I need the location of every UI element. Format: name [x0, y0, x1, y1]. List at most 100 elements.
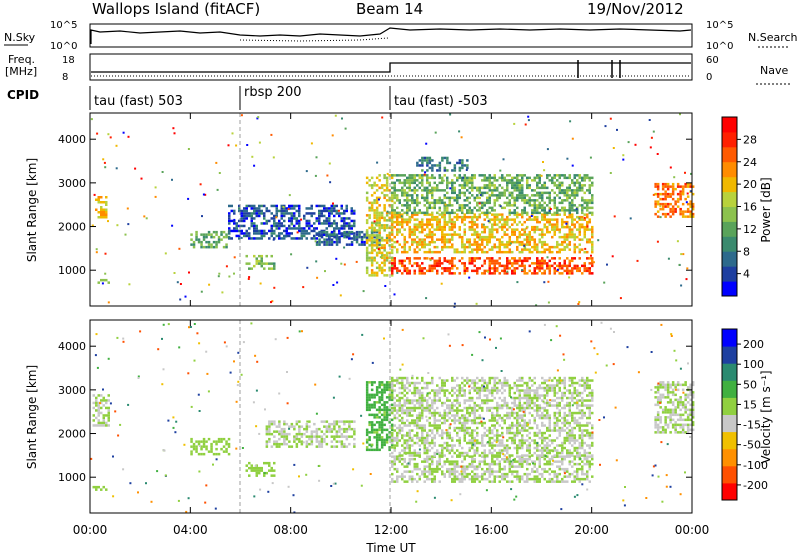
heatmap-cell	[483, 245, 486, 249]
heatmap-cell	[493, 475, 496, 478]
heatmap-cell	[679, 210, 682, 213]
heatmap-cell	[300, 229, 303, 233]
heatmap-cell	[578, 174, 581, 177]
heatmap-cell	[458, 426, 461, 430]
heatmap-cell	[380, 261, 384, 265]
heatmap-cell	[275, 425, 279, 428]
heatmap-cell	[295, 219, 298, 223]
heatmap-cell	[438, 206, 441, 210]
heatmap-cell	[350, 224, 353, 228]
heatmap-cell	[533, 215, 536, 219]
heatmap-cell	[473, 460, 476, 463]
heatmap-cell	[378, 408, 381, 412]
heatmap-cell	[571, 228, 574, 231]
heatmap-cell	[290, 422, 294, 426]
heatmap-cell	[365, 448, 369, 452]
heatmap-cell	[563, 191, 566, 195]
heatmap-cell	[418, 439, 421, 442]
heatmap-cell	[526, 194, 529, 197]
heatmap-cell	[556, 460, 559, 463]
heatmap-cell	[385, 433, 389, 437]
heatmap-cell	[441, 446, 444, 450]
heatmap-cell	[380, 251, 384, 255]
heatmap-cell	[406, 257, 409, 260]
heatmap-cell	[179, 283, 182, 285]
heatmap-cell	[380, 216, 384, 220]
heatmap-cell	[481, 384, 484, 387]
heatmap-cell	[228, 227, 231, 230]
heatmap-cell	[396, 457, 399, 461]
heatmap-cell	[406, 213, 409, 216]
heatmap-cell	[282, 205, 285, 208]
heatmap-cell	[298, 420, 301, 423]
heatmap-cell	[453, 480, 456, 483]
heatmap-cell	[365, 229, 369, 232]
heatmap-cell	[293, 425, 296, 428]
heatmap-cell	[350, 240, 354, 244]
heatmap-cell	[496, 454, 499, 457]
heatmap-cell	[401, 272, 404, 275]
heatmap-cell	[533, 470, 536, 473]
heatmap-cell	[240, 212, 243, 215]
heatmap-cell	[538, 480, 541, 483]
heatmap-cell	[401, 462, 404, 466]
heatmap-cell	[511, 462, 514, 466]
heatmap-cell	[443, 209, 446, 212]
heatmap-cell	[476, 240, 479, 244]
heatmap-cell	[501, 386, 504, 390]
heatmap-cell	[380, 186, 384, 190]
heatmap-cell	[385, 176, 389, 180]
heatmap-cell	[578, 269, 581, 273]
heatmap-cell	[403, 245, 406, 249]
heatmap-cell	[446, 245, 449, 249]
heatmap-cell	[401, 477, 404, 481]
heatmap-cell	[531, 467, 534, 471]
heatmap-cell	[375, 221, 379, 225]
heatmap-cell	[553, 206, 556, 210]
heatmap-cell	[488, 467, 491, 471]
heatmap-cell	[421, 441, 424, 445]
heatmap-cell	[375, 254, 379, 257]
heatmap-cell	[456, 401, 459, 405]
heatmap-cell	[441, 444, 444, 447]
heatmap-cell	[305, 427, 309, 431]
heatmap-cell	[393, 416, 396, 420]
heatmap-cell	[436, 228, 439, 231]
heatmap-cell	[388, 436, 391, 439]
heatmap-cell	[303, 217, 306, 220]
heatmap-cell	[543, 281, 546, 284]
heatmap-cell	[488, 426, 491, 430]
heatmap-cell	[343, 224, 346, 228]
heatmap-cell	[115, 144, 118, 147]
heatmap-cell	[446, 379, 449, 382]
heatmap-cell	[285, 235, 288, 238]
heatmap-cell	[446, 269, 449, 273]
heatmap-cell	[338, 227, 341, 230]
heatmap-cell	[511, 228, 514, 231]
heatmap-cell	[333, 227, 336, 230]
heatmap-cell	[578, 477, 581, 481]
heatmap-cell	[250, 469, 253, 472]
heatmap-cell	[568, 228, 571, 231]
heatmap-cell	[438, 264, 441, 268]
heatmap-cell	[576, 265, 579, 268]
heatmap-cell	[413, 406, 416, 410]
heatmap-cell	[493, 426, 496, 430]
heatmap-cell	[493, 189, 496, 192]
heatmap-cell	[340, 420, 344, 423]
heatmap-cell	[406, 465, 409, 468]
heatmap-cell	[674, 187, 677, 191]
heatmap-cell	[441, 230, 444, 234]
heatmap-cell	[426, 477, 429, 481]
heatmap-cell	[508, 238, 511, 241]
heatmap-cell	[260, 237, 263, 240]
heatmap-cell	[421, 176, 424, 180]
heatmap-cell	[318, 442, 321, 446]
heatmap-cell	[233, 229, 236, 233]
heatmap-cell	[290, 207, 293, 210]
heatmap-cell	[531, 238, 534, 241]
heatmap-cell	[496, 230, 499, 234]
heatmap-cell	[426, 169, 429, 172]
heatmap-cell	[401, 444, 404, 447]
